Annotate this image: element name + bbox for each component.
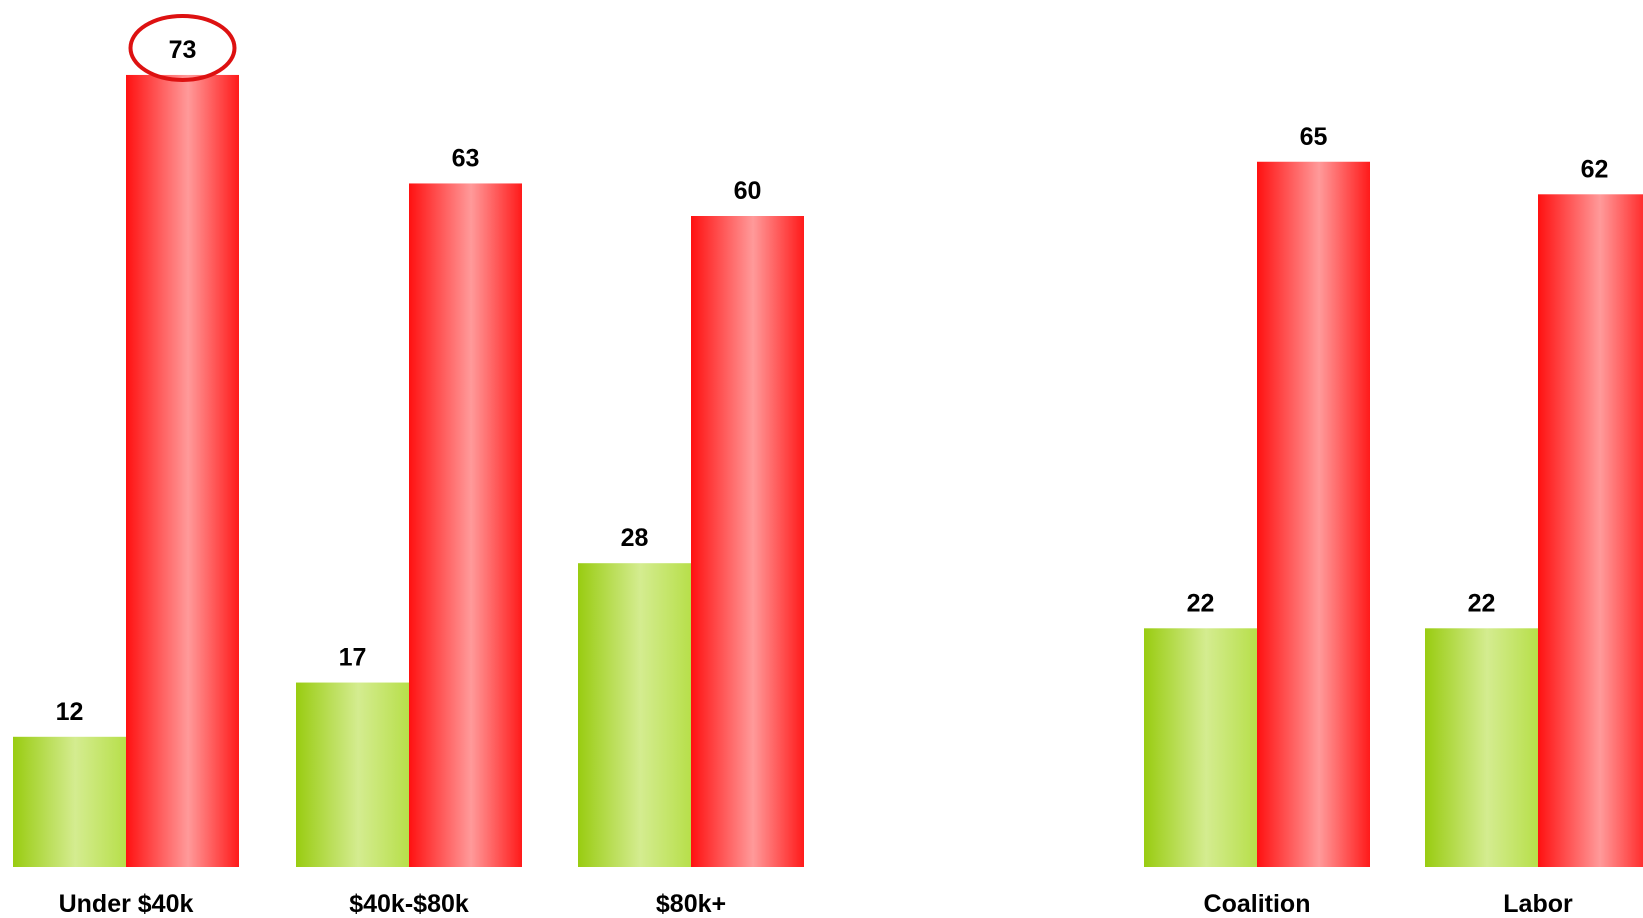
bar-green-40k-80k [296, 682, 409, 867]
value-label-green-40k-80k: 17 [339, 644, 367, 672]
bar-red-40k-80k [409, 183, 522, 867]
bar-green-under-40k [13, 736, 126, 867]
value-label-red-40k-80k: 63 [452, 144, 480, 172]
highlight-ring [128, 13, 237, 82]
label-layer: 12 73 Under $40k 17 63 $40k-$80k 28 60 $80k+ 22 65… [56, 13, 1609, 918]
category-label-40k-80k: $40k-$80k [349, 890, 469, 918]
category-label-under-40k: Under $40k [59, 890, 194, 918]
bar-red-under-40k [126, 74, 239, 867]
bar-green-labor [1425, 628, 1538, 867]
value-label-green-labor: 22 [1468, 589, 1496, 617]
bar-green-coalition [1144, 628, 1257, 867]
bar-red-coalition [1257, 161, 1370, 867]
value-label-green-80k: 28 [621, 524, 649, 552]
bar-green-80k [578, 563, 691, 867]
bar-red-labor [1538, 194, 1643, 868]
bar-layer [13, 74, 1643, 868]
value-label-green-coalition: 22 [1187, 589, 1215, 617]
category-label-80k: $80k+ [656, 890, 726, 918]
bar-red-80k [691, 216, 804, 867]
value-label-red-80k: 60 [734, 177, 762, 205]
value-label-green-under-40k: 12 [56, 698, 84, 726]
category-label-labor: Labor [1503, 890, 1573, 918]
value-label-red-under-40k: 73 [169, 36, 197, 64]
value-label-red-coalition: 65 [1300, 123, 1328, 151]
category-label-coalition: Coalition [1204, 890, 1311, 918]
value-label-red-labor: 62 [1581, 155, 1609, 183]
